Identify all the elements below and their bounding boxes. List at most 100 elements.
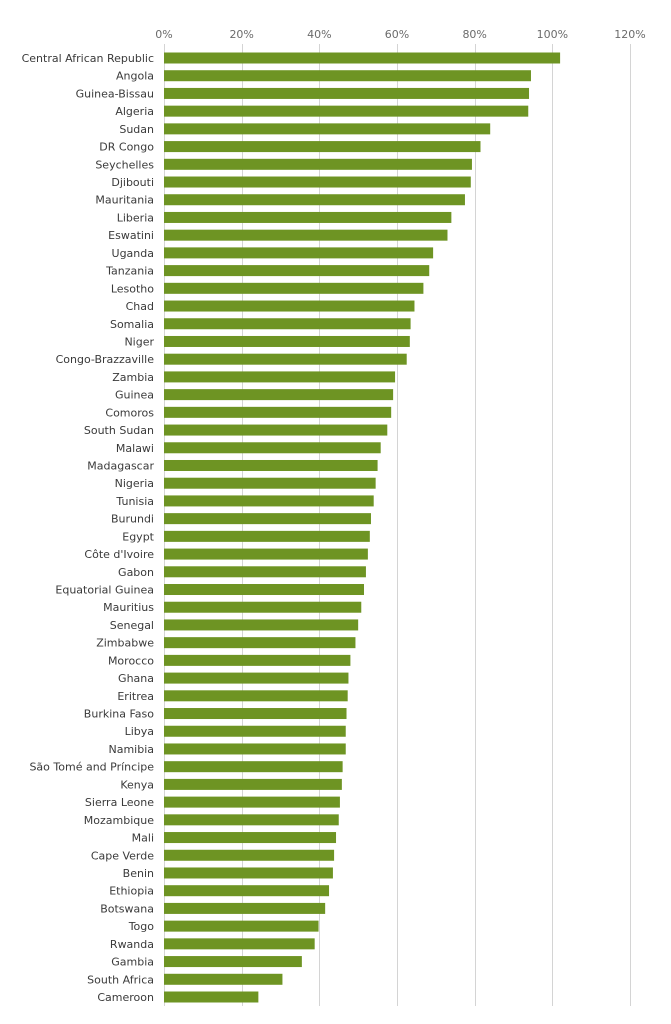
bar	[164, 442, 381, 454]
x-tick-label: 60%	[385, 28, 409, 41]
bar	[164, 105, 529, 117]
category-label: Somalia	[110, 318, 154, 331]
bar	[164, 849, 335, 861]
bar	[164, 318, 411, 330]
category-label: Ghana	[118, 672, 154, 685]
bar	[164, 229, 448, 241]
category-label: Mauritius	[103, 601, 154, 614]
category-label: Mozambique	[84, 814, 154, 827]
category-label: Cape Verde	[91, 849, 154, 862]
bar	[164, 743, 346, 755]
category-label: Mali	[132, 832, 154, 845]
category-label: Sierra Leone	[85, 796, 154, 809]
bar	[164, 459, 378, 471]
x-tick-label: 100%	[537, 28, 568, 41]
bar	[164, 548, 368, 560]
category-label: Seychelles	[95, 158, 154, 171]
bar	[164, 637, 356, 649]
category-label: Ethiopia	[109, 885, 154, 898]
bar	[164, 52, 561, 64]
category-label: South Sudan	[84, 424, 154, 437]
bar	[164, 991, 259, 1003]
category-label: Namibia	[108, 743, 154, 756]
category-label: Libya	[125, 725, 154, 738]
x-tick-label: 0%	[155, 28, 172, 41]
category-label: São Tomé and Príncipe	[29, 761, 154, 774]
category-label: Rwanda	[110, 938, 154, 951]
category-label: Nigeria	[115, 477, 154, 490]
bar	[164, 601, 362, 613]
bar	[164, 584, 364, 596]
category-label: Comoros	[105, 406, 154, 419]
x-tick-label: 120%	[614, 28, 645, 41]
category-label: Tunisia	[115, 495, 154, 508]
bar	[164, 938, 315, 950]
category-label: Tanzania	[105, 265, 154, 278]
category-label: Côte d'Ivoire	[84, 548, 154, 561]
category-label: Algeria	[115, 105, 154, 118]
bar	[164, 956, 302, 968]
bar	[164, 920, 319, 932]
category-label: Lesotho	[111, 282, 154, 295]
bar	[164, 158, 472, 170]
category-label: Kenya	[120, 778, 154, 791]
bar	[164, 973, 283, 985]
x-axis-ticks: 0% 20% 40% 60% 80% 100% 120%	[155, 28, 645, 41]
x-tick-label: 20%	[229, 28, 253, 41]
bar	[164, 796, 340, 808]
category-label: Togo	[128, 920, 155, 933]
bar	[164, 902, 326, 914]
bar	[164, 867, 333, 879]
category-label: Benin	[123, 867, 154, 880]
bar	[164, 566, 366, 578]
bars	[164, 52, 561, 1003]
category-label: Chad	[126, 300, 154, 313]
category-label: Madagascar	[87, 459, 154, 472]
bar	[164, 194, 465, 206]
bar	[164, 530, 370, 542]
bar	[164, 619, 359, 631]
category-label: Djibouti	[111, 176, 154, 189]
category-label: Guinea-Bissau	[76, 87, 154, 100]
category-label: Senegal	[110, 619, 154, 632]
category-label: Uganda	[112, 247, 154, 260]
category-labels: Central African Republic Angola Guinea-Bis…	[22, 52, 155, 1004]
bar	[164, 814, 339, 826]
bar	[164, 406, 392, 418]
bar	[164, 725, 346, 737]
bar	[164, 477, 376, 489]
category-label: Congo-Brazzaville	[56, 353, 155, 366]
bar	[164, 335, 410, 347]
x-tick-label: 40%	[307, 28, 331, 41]
category-label: Sudan	[119, 123, 154, 136]
category-label: Gabon	[118, 566, 154, 579]
category-label: Burundi	[111, 513, 154, 526]
category-label: Central African Republic	[22, 52, 154, 65]
category-label: Gambia	[111, 956, 154, 969]
category-label: Guinea	[115, 389, 154, 402]
gridlines	[164, 44, 631, 1006]
category-label: Mauritania	[95, 194, 154, 207]
category-label: Botswana	[100, 902, 154, 915]
category-label: Liberia	[117, 211, 154, 224]
bar	[164, 282, 424, 294]
bar	[164, 176, 471, 188]
bar	[164, 247, 434, 259]
x-tick-label: 80%	[462, 28, 486, 41]
bar	[164, 141, 481, 153]
bar	[164, 690, 348, 702]
category-label: Angola	[116, 70, 154, 83]
bar	[164, 211, 452, 223]
bar	[164, 654, 351, 666]
bar	[164, 87, 530, 99]
bar	[164, 371, 396, 383]
category-label: Cameroon	[97, 991, 154, 1004]
category-label: Eritrea	[117, 690, 154, 703]
category-label: Egypt	[122, 530, 154, 543]
bar	[164, 265, 430, 277]
bar	[164, 353, 407, 365]
bar	[164, 513, 371, 525]
bar	[164, 123, 491, 135]
